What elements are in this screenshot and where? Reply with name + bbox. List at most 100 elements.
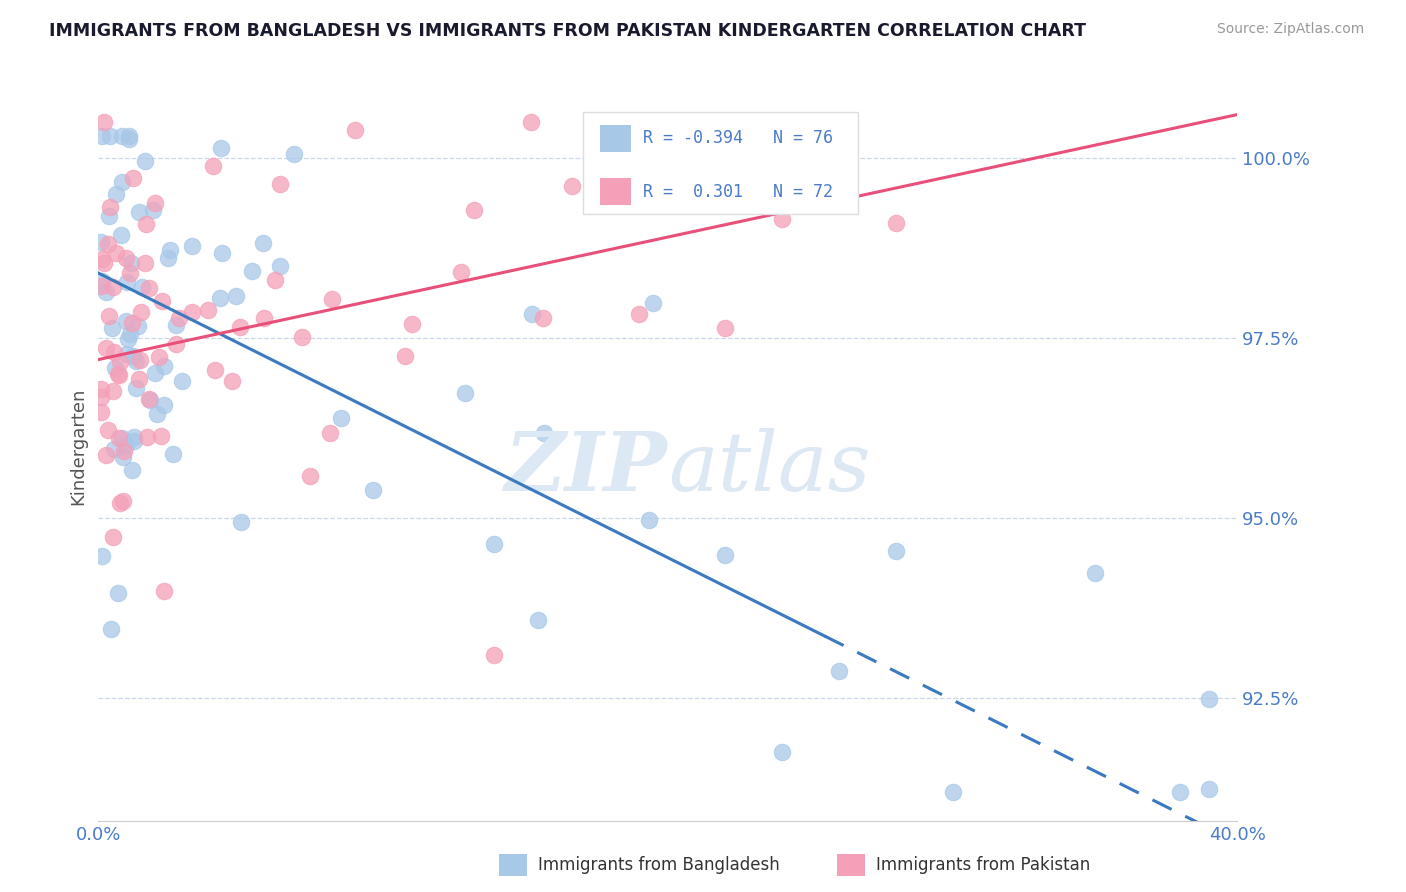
Point: [152, 583, 174, 598]
Point: [103, 345, 125, 359]
Point: [97, 209, 120, 223]
Point: [96, 237, 118, 252]
Point: [484, 648, 506, 663]
Point: [90, 390, 112, 404]
Point: [253, 311, 276, 326]
Point: [110, 228, 132, 243]
Point: [208, 291, 231, 305]
Point: [118, 129, 141, 144]
Point: [770, 746, 793, 760]
Point: [401, 317, 423, 331]
Point: [145, 407, 167, 421]
Point: [136, 430, 159, 444]
Point: [170, 374, 193, 388]
Point: [204, 362, 226, 376]
Point: [125, 381, 148, 395]
Point: [100, 200, 122, 214]
Text: R =  0.301   N = 72: R = 0.301 N = 72: [643, 183, 832, 201]
Point: [143, 196, 166, 211]
Point: [321, 293, 343, 307]
Point: [108, 431, 131, 445]
Point: [115, 314, 138, 328]
Point: [482, 537, 505, 551]
Point: [128, 204, 150, 219]
Point: [97, 423, 120, 437]
Point: [90, 235, 112, 249]
Point: [148, 351, 170, 365]
Point: [104, 187, 127, 202]
Point: [134, 154, 156, 169]
Point: [139, 392, 162, 407]
Point: [125, 354, 148, 368]
Point: [122, 171, 145, 186]
Point: [108, 355, 131, 369]
Point: [637, 513, 659, 527]
Point: [269, 259, 291, 273]
Point: [319, 425, 342, 440]
Point: [628, 307, 651, 321]
Point: [361, 483, 384, 497]
Point: [156, 252, 179, 266]
Point: [110, 496, 132, 510]
Point: [135, 217, 157, 231]
Point: [138, 392, 160, 407]
Point: [104, 361, 127, 376]
Point: [90, 279, 112, 293]
Point: [520, 115, 543, 129]
Point: [115, 276, 138, 290]
Text: Immigrants from Pakistan: Immigrants from Pakistan: [876, 855, 1090, 874]
Point: [714, 321, 737, 335]
Point: [107, 586, 129, 600]
Point: [770, 211, 793, 226]
Point: [884, 216, 907, 230]
Point: [143, 366, 166, 380]
Point: [1170, 785, 1192, 799]
Point: [252, 236, 274, 251]
Point: [263, 272, 285, 286]
Point: [91, 129, 114, 144]
Y-axis label: Kindergarten: Kindergarten: [69, 387, 87, 505]
Point: [533, 426, 555, 441]
Point: [122, 349, 145, 363]
Point: [97, 309, 120, 323]
Point: [128, 372, 150, 386]
Point: [330, 410, 353, 425]
Point: [527, 613, 550, 627]
Point: [90, 405, 112, 419]
Point: [142, 203, 165, 218]
Text: R = -0.394   N = 76: R = -0.394 N = 76: [643, 129, 832, 147]
Point: [522, 307, 544, 321]
Point: [118, 132, 141, 146]
Point: [93, 256, 115, 270]
Point: [90, 549, 112, 563]
Point: [641, 295, 664, 310]
Point: [111, 129, 134, 144]
Point: [828, 664, 851, 678]
Point: [149, 429, 172, 443]
Point: [240, 264, 263, 278]
Point: [1084, 566, 1107, 580]
Point: [657, 166, 679, 180]
Point: [103, 280, 125, 294]
Point: [138, 281, 160, 295]
Point: [101, 321, 124, 335]
Point: [90, 252, 112, 266]
Point: [221, 374, 243, 388]
Text: ZIP: ZIP: [505, 428, 668, 508]
Point: [103, 442, 125, 457]
Text: atlas: atlas: [668, 428, 870, 508]
Point: [1198, 692, 1220, 706]
Point: [828, 120, 851, 134]
Point: [114, 252, 136, 266]
Point: [96, 342, 118, 356]
Point: [153, 398, 176, 412]
Point: [181, 304, 204, 318]
Point: [114, 437, 136, 451]
Point: [884, 544, 907, 558]
Point: [165, 318, 187, 332]
Point: [127, 319, 149, 334]
Point: [225, 289, 247, 303]
Point: [121, 316, 143, 330]
Text: IMMIGRANTS FROM BANGLADESH VS IMMIGRANTS FROM PAKISTAN KINDERGARTEN CORRELATION : IMMIGRANTS FROM BANGLADESH VS IMMIGRANTS…: [49, 22, 1087, 40]
Point: [201, 159, 224, 173]
